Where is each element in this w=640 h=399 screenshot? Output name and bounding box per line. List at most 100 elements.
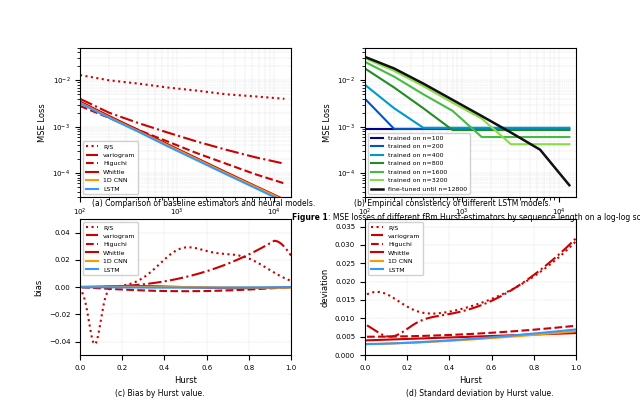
variogram (572, 236, 580, 241)
Line: R/S: R/S (367, 241, 576, 314)
Whittle (134, 128, 142, 132)
Whittle (280, 197, 288, 202)
1D CNN (206, 285, 214, 290)
fine-tuned until n=12800 (390, 66, 398, 71)
trained on n=800 (449, 128, 456, 132)
trained on n=3200 (361, 56, 369, 61)
R/S (164, 85, 172, 90)
trained on n=400 (507, 125, 515, 130)
1D CNN (252, 184, 259, 189)
LSTM (488, 335, 495, 340)
Line: Higuchi: Higuchi (80, 106, 284, 184)
1D CNN (287, 285, 295, 290)
trained on n=400 (566, 125, 573, 130)
R/S (106, 78, 113, 83)
variogram (252, 155, 259, 160)
X-axis label: Sequence Length (n): Sequence Length (n) (141, 224, 230, 233)
variogram (203, 269, 211, 274)
R/S (204, 249, 211, 253)
fine-tuned until n=12800 (449, 97, 456, 102)
R/S (364, 292, 371, 297)
Whittle (207, 286, 214, 290)
R/S (572, 239, 580, 244)
1D CNN (222, 171, 230, 176)
Text: : MSE losses of different fBm Hurst-estimators by sequence length on a log-log s: : MSE losses of different fBm Hurst-esti… (328, 213, 640, 221)
variogram (387, 334, 394, 339)
trained on n=400 (361, 83, 369, 87)
trained on n=1600 (566, 134, 573, 139)
trained on n=1600 (361, 59, 369, 64)
Higuchi (364, 334, 371, 339)
variogram (280, 161, 288, 166)
1D CNN (76, 100, 84, 105)
Line: fine-tuned until n=12800: fine-tuned until n=12800 (365, 57, 570, 185)
variogram (78, 285, 86, 290)
variogram (268, 240, 275, 245)
trained on n=100 (361, 126, 369, 131)
1D CNN (268, 285, 275, 290)
LSTM (106, 115, 113, 120)
Text: (c) Bias by Hurst value.: (c) Bias by Hurst value. (115, 389, 205, 398)
Y-axis label: MSE Loss: MSE Loss (38, 103, 47, 142)
Line: trained on n=800: trained on n=800 (365, 69, 570, 130)
R/S (134, 81, 142, 86)
Text: (b) Empirical consistency of different LSTM models.: (b) Empirical consistency of different L… (353, 199, 550, 208)
1D CNN (78, 284, 86, 289)
LSTM (287, 285, 295, 290)
R/S (269, 269, 276, 274)
Whittle (487, 334, 495, 338)
LSTM (182, 285, 189, 290)
Higuchi (106, 115, 113, 120)
Whittle (164, 142, 172, 146)
trained on n=100 (390, 126, 398, 131)
LSTM (280, 200, 288, 204)
trained on n=800 (478, 128, 486, 132)
R/S (193, 88, 200, 93)
Line: trained on n=400: trained on n=400 (365, 85, 570, 128)
Whittle (204, 285, 211, 290)
Whittle (129, 284, 136, 288)
LSTM (255, 285, 263, 290)
Higuchi (134, 128, 142, 132)
R/S (91, 342, 99, 347)
trained on n=3200 (536, 142, 544, 146)
trained on n=200 (478, 126, 486, 131)
trained on n=800 (361, 66, 369, 71)
Higuchi (488, 330, 495, 335)
1D CNN (364, 342, 371, 346)
trained on n=800 (566, 128, 573, 132)
variogram (222, 147, 230, 152)
Whittle (203, 285, 211, 290)
Whittle (78, 284, 86, 289)
Line: Whittle: Whittle (82, 286, 291, 288)
LSTM (193, 158, 200, 163)
trained on n=800 (390, 85, 398, 90)
Text: (d) Standard deviation by Hurst value.: (d) Standard deviation by Hurst value. (406, 389, 554, 398)
R/S (184, 245, 192, 250)
variogram (287, 253, 295, 258)
Whittle (364, 338, 372, 343)
LSTM (204, 285, 211, 290)
trained on n=1600 (419, 92, 427, 97)
fine-tuned until n=12800 (361, 55, 369, 59)
Higuchi (572, 323, 580, 328)
R/S (256, 261, 264, 266)
fine-tuned until n=12800 (507, 130, 515, 135)
Legend: R/S, variogram, Higuchi, Whittle, 1D CNN, LSTM: R/S, variogram, Higuchi, Whittle, 1D CNN… (83, 222, 138, 275)
variogram (79, 285, 86, 290)
LSTM (78, 285, 86, 290)
R/S (204, 249, 212, 254)
variogram (364, 323, 372, 328)
trained on n=400 (449, 125, 456, 130)
trained on n=100 (449, 126, 456, 131)
R/S (280, 97, 288, 101)
trained on n=1600 (507, 134, 515, 139)
Higuchi (287, 285, 295, 290)
1D CNN (491, 336, 499, 340)
LSTM (79, 285, 86, 290)
X-axis label: Hurst: Hurst (174, 376, 197, 385)
trained on n=400 (419, 125, 427, 130)
R/S (78, 290, 86, 295)
trained on n=400 (390, 106, 398, 111)
trained on n=3200 (566, 142, 573, 146)
